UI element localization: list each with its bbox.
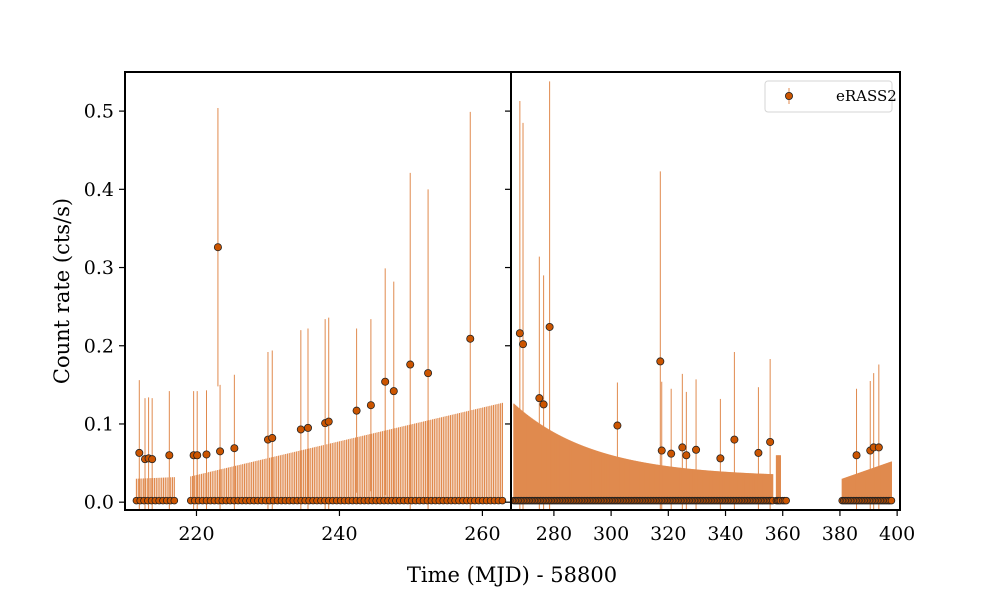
- axis-ticks: 220 240 260 0.0 0.1 0.2 0.3 0.4 0.5 280 300 320 340 3…: [84, 101, 915, 545]
- detection-point: [657, 446, 666, 455]
- detection-point: [366, 401, 375, 410]
- y-tick-label: 0.0: [84, 492, 114, 514]
- detection-point: [539, 400, 548, 409]
- upper-limit-marker: [498, 496, 507, 505]
- detection-point: [667, 449, 676, 458]
- y-tick-label: 0.1: [84, 413, 114, 435]
- detection-point: [352, 406, 361, 415]
- x-tick-label: 340: [707, 523, 743, 545]
- x-tick-label: 400: [879, 523, 915, 545]
- detection-markers: [135, 243, 883, 464]
- detection-point: [230, 444, 239, 453]
- x-tick-label: 260: [464, 523, 500, 545]
- detection-point: [303, 423, 312, 432]
- x-tick-label: 240: [321, 523, 357, 545]
- x-tick-label: 280: [536, 523, 572, 545]
- detection-point: [515, 329, 524, 338]
- x-axis-title: Time (MJD) - 58800: [407, 563, 617, 587]
- legend-label: eRASS2: [836, 87, 897, 105]
- detection-point: [874, 443, 883, 452]
- upper-limit-markers: [132, 496, 896, 505]
- y-axis-title: Count rate (cts/s): [50, 198, 74, 384]
- legend-box: [764, 80, 893, 113]
- upper-limit-marker: [170, 496, 179, 505]
- detection-point: [613, 421, 622, 430]
- detection-point: [678, 443, 687, 452]
- y-tick-label: 0.4: [84, 179, 114, 201]
- detection-point: [519, 340, 528, 349]
- detection-point: [165, 451, 174, 460]
- detection-point: [535, 394, 544, 403]
- detection-point: [682, 451, 691, 460]
- x-tick-label: 360: [765, 523, 801, 545]
- detection-point: [766, 437, 775, 446]
- detection-point: [424, 369, 433, 378]
- legend: eRASS2: [764, 80, 897, 113]
- detection-point: [730, 435, 739, 444]
- x-tick-label: 380: [822, 523, 858, 545]
- detection-point: [466, 334, 475, 343]
- upper-limit-marker: [887, 496, 896, 505]
- detection-point: [296, 425, 305, 434]
- y-tick-label: 0.2: [84, 335, 114, 357]
- detection-point: [656, 357, 665, 366]
- x-tick-label: 320: [650, 523, 686, 545]
- detection-point: [716, 454, 725, 463]
- detection-point: [852, 451, 861, 460]
- y-tick-label: 0.5: [84, 101, 114, 123]
- detection-point: [324, 417, 333, 426]
- detection-point: [202, 450, 211, 459]
- legend-marker: [785, 92, 794, 101]
- detection-point: [381, 377, 390, 386]
- y-tick-label: 0.3: [84, 257, 114, 279]
- detection-point: [692, 445, 701, 454]
- upper-limit-marker: [782, 496, 790, 505]
- detection-point: [216, 447, 225, 456]
- detection-point: [406, 360, 415, 369]
- x-tick-label: 300: [593, 523, 629, 545]
- upper-limit-layer: [135, 402, 892, 503]
- detection-point: [148, 455, 157, 464]
- detection-point: [754, 448, 763, 457]
- detection-point: [135, 448, 144, 457]
- errorbar-layer: [138, 81, 880, 510]
- panel-frame-2: [510, 71, 901, 511]
- detection-point: [213, 243, 222, 252]
- detection-point: [545, 322, 554, 331]
- detection-point: [193, 451, 202, 460]
- panel-frame-1: [124, 71, 512, 511]
- detection-point: [268, 434, 277, 443]
- x-tick-label: 220: [178, 523, 214, 545]
- axes-frame: [124, 71, 901, 511]
- detection-point: [389, 387, 398, 396]
